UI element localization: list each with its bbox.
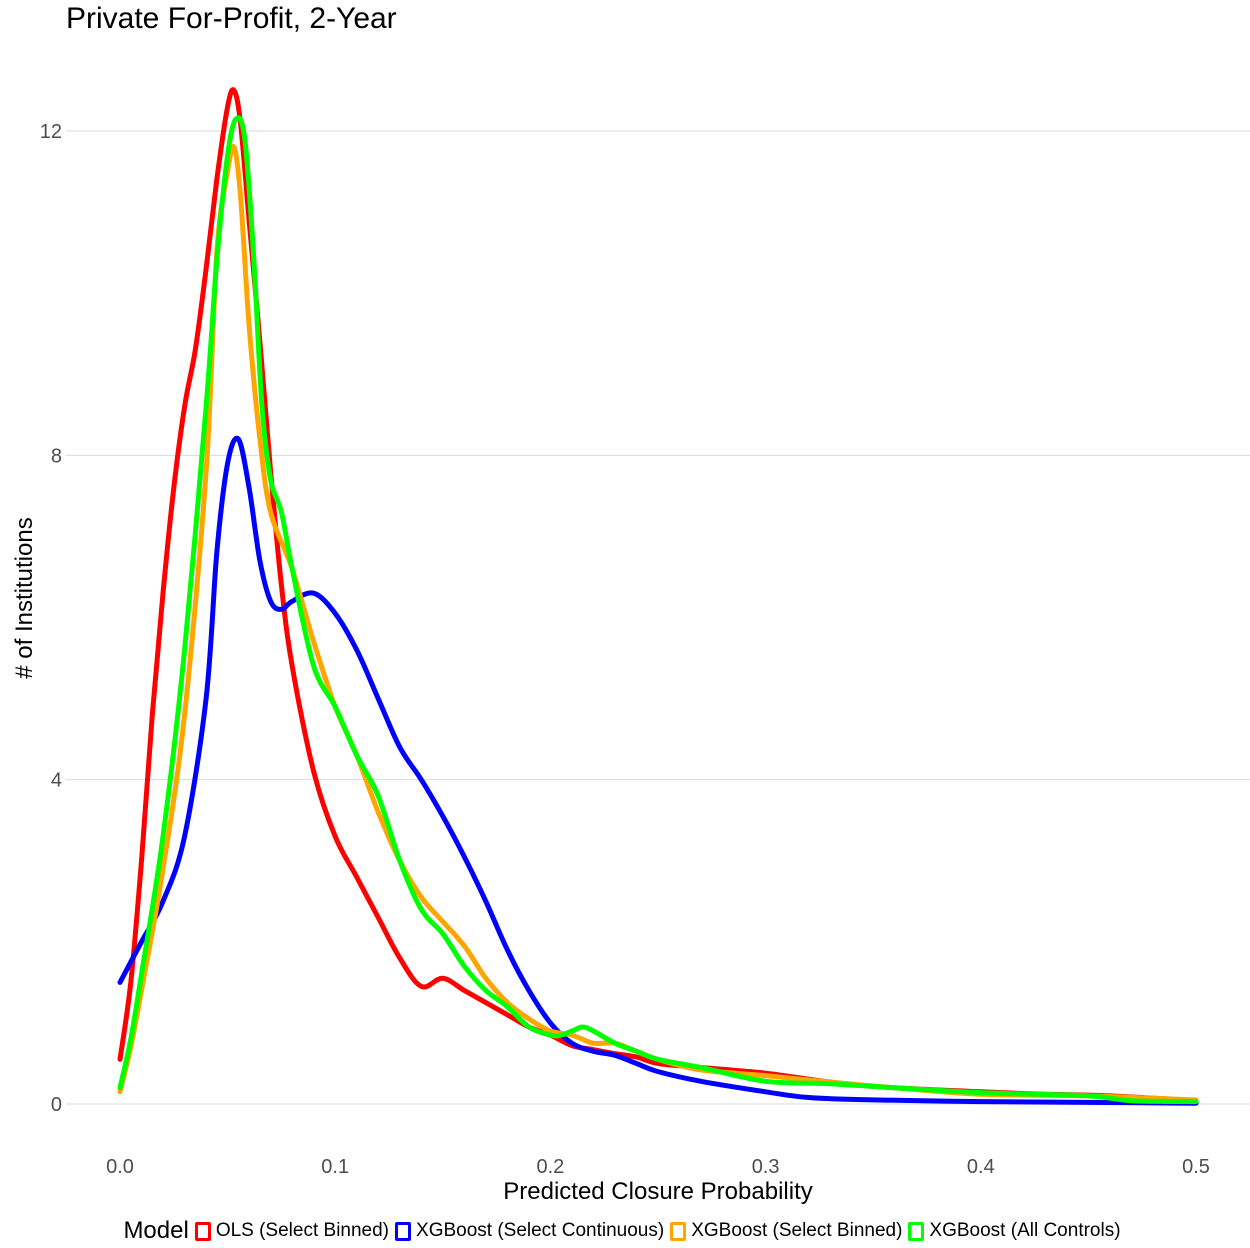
y-axis-title: # of Institutions [11,517,38,678]
legend-label: XGBoost (Select Binned) [691,1220,903,1241]
y-tick-label: 12 [40,121,62,143]
legend-label: XGBoost (Select Continuous) [416,1220,665,1241]
x-tick-label: 0.4 [967,1156,995,1178]
series-line-3 [117,143,1199,1103]
series-line-4 [117,115,1199,1105]
legend-key [395,1221,412,1241]
x-tick-label: 0.2 [536,1156,564,1178]
legend-key [908,1221,925,1241]
legend-item-4: XGBoost (All Controls) [908,1220,1121,1242]
x-axis-title: Predicted Closure Probability [503,1178,812,1205]
y-tick-label: 4 [51,770,62,792]
x-tick-label: 0.5 [1182,1156,1210,1178]
legend-item-2: XGBoost (Select Continuous) [395,1220,664,1242]
series-line-2 [117,435,1199,1106]
legend-key [194,1221,211,1241]
series-line-1 [117,87,1199,1104]
legend-label: OLS (Select Binned) [215,1220,390,1241]
y-tick-label: 0 [51,1094,62,1116]
legend: Model OLS (Select Binned) XGBoost (Select… [0,1214,1250,1248]
x-axis-ticks: 0.0 0.1 0.2 0.3 0.4 0.5 [106,1156,1210,1178]
chart-title: Private For-Profit, 2-Year [66,2,397,35]
legend-item-3: XGBoost (Select Binned) [670,1220,902,1242]
x-tick-label: 0.0 [106,1156,134,1178]
y-tick-label: 8 [51,445,62,467]
series-lines [117,87,1199,1106]
y-axis-ticks: 0 4 8 12 [40,121,62,1116]
legend-item-1: OLS (Select Binned) [194,1220,390,1242]
legend-title: Model [123,1217,189,1244]
legend-label: XGBoost (All Controls) [929,1220,1121,1241]
legend-key [670,1221,687,1241]
x-tick-label: 0.1 [321,1156,349,1178]
x-tick-label: 0.3 [752,1156,780,1178]
